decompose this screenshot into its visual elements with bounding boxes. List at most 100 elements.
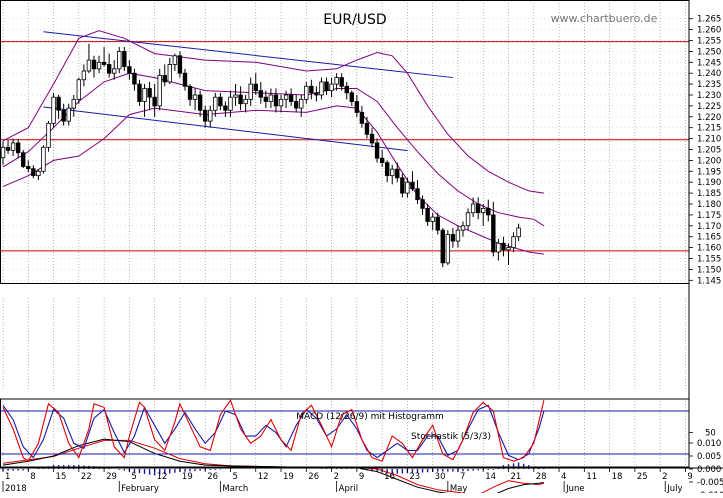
x-axis-day-label: 15 xyxy=(56,472,67,482)
x-axis-day-label: 19 xyxy=(182,472,193,482)
candle-body-up xyxy=(10,142,16,151)
candle-body-down xyxy=(147,88,152,98)
trend-channel-line xyxy=(43,31,453,79)
candle-body-down xyxy=(162,74,167,83)
price-tick-label: 1.210 xyxy=(697,135,721,145)
candle-body-down xyxy=(253,83,258,92)
price-tick-label: 1.215 xyxy=(697,124,721,134)
price-tick-label: 1.160 xyxy=(697,244,721,254)
x-axis-day-label: 8 xyxy=(30,472,35,482)
candle-body-down xyxy=(15,142,21,154)
candle-body-down xyxy=(384,162,390,177)
candle-body-down xyxy=(61,109,66,122)
candle-body-down xyxy=(202,109,208,122)
x-axis-day-label: 29 xyxy=(106,472,117,482)
price-tick-label: 1.185 xyxy=(697,189,721,199)
candle-body-up xyxy=(304,85,309,100)
watermark-text: www.chartbuero.de xyxy=(551,12,658,25)
macd-tick-label: 0.005 xyxy=(697,452,721,462)
candle-body-up xyxy=(283,94,289,100)
price-tick-label: 1.190 xyxy=(697,178,721,188)
candle-body-up xyxy=(455,229,461,242)
candle-body-up xyxy=(248,83,253,100)
x-axis-day-label: 12 xyxy=(157,472,168,482)
candle-body-down xyxy=(349,92,354,102)
stochastic-tick-label: 50 xyxy=(705,429,716,439)
candle-body-up xyxy=(390,168,395,177)
candle-body-up xyxy=(81,70,87,81)
x-axis-day-label: 2 xyxy=(662,472,667,482)
candle-body-up xyxy=(76,79,82,100)
candle-body-down xyxy=(339,77,344,87)
x-axis-month-label: March xyxy=(222,484,248,493)
candle-body-up xyxy=(142,88,147,102)
price-tick-label: 1.175 xyxy=(697,211,721,221)
x-axis-day-label: 28 xyxy=(536,472,547,482)
candle-body-down xyxy=(293,101,299,109)
candle-body-down xyxy=(132,72,137,85)
stochastic-panel-label: Stochastik (5/3/3) xyxy=(411,432,491,442)
candle-body-up xyxy=(167,64,173,83)
candle-body-down xyxy=(187,85,193,100)
candle-body-down xyxy=(26,166,31,170)
x-axis-day-label: 12 xyxy=(258,472,269,482)
macd-tick-label: 0.000 xyxy=(697,465,721,475)
candle-body-down xyxy=(344,85,349,94)
candle-body-down xyxy=(21,152,26,167)
candle-body-up xyxy=(36,170,41,177)
price-tick-label: 1.165 xyxy=(697,233,721,243)
candle-body-down xyxy=(354,101,360,113)
candle-body-down xyxy=(31,168,36,177)
candle-body-down xyxy=(359,112,365,124)
x-axis-day-label: 21 xyxy=(511,472,522,482)
candle-body-down xyxy=(137,83,142,102)
candle-body-down xyxy=(410,181,415,190)
price-tick-label: 1.260 xyxy=(697,26,721,36)
candle-body-down xyxy=(425,207,430,222)
candle-body-up xyxy=(319,81,324,96)
x-axis-day-label: 2 xyxy=(334,472,339,482)
candle-body-up xyxy=(112,68,117,74)
candle-body-down xyxy=(309,85,314,94)
candle-body-up xyxy=(460,225,466,231)
x-axis-day-label: 5 xyxy=(232,472,237,482)
price-tick-label: 1.155 xyxy=(697,255,721,265)
price-tick-label: 1.265 xyxy=(697,15,721,25)
candle-body-up xyxy=(96,61,102,70)
candle-body-down xyxy=(152,96,157,107)
candle-body-down xyxy=(263,96,269,102)
candle-body-up xyxy=(66,107,71,122)
candle-body-down xyxy=(127,66,132,74)
x-axis-day-label: 18 xyxy=(612,472,623,482)
macd-tick-label: 0.010 xyxy=(697,439,721,449)
candle-body-up xyxy=(51,96,56,124)
candle-body-down xyxy=(56,96,61,111)
candle-body-up xyxy=(157,74,162,107)
candle-body-up xyxy=(299,98,304,109)
bollinger-lower-band xyxy=(2,105,544,255)
candle-body-down xyxy=(420,199,425,209)
candle-body-down xyxy=(486,207,491,216)
candle-body-up xyxy=(430,216,435,222)
price-tick-label: 1.220 xyxy=(697,113,721,123)
x-axis-day-label: 26 xyxy=(308,472,319,482)
x-axis-month-label: June xyxy=(565,484,585,493)
candle-body-down xyxy=(91,59,97,70)
candle-body-down xyxy=(182,72,188,87)
price-tick-label: 1.245 xyxy=(697,58,721,68)
candle-body-up xyxy=(228,96,233,111)
x-axis-day-label: 25 xyxy=(637,472,648,482)
candle-body-down xyxy=(369,133,375,144)
candle-body-down xyxy=(288,94,294,102)
candle-body-down xyxy=(223,105,228,111)
candle-body-up xyxy=(192,94,198,100)
x-axis-day-label: 4 xyxy=(561,472,566,482)
candle-body-up xyxy=(233,94,238,98)
x-axis-month-label: April xyxy=(339,484,358,493)
price-tick-label: 1.200 xyxy=(697,156,721,166)
candle-body-up xyxy=(496,242,501,253)
candle-body-down xyxy=(324,81,329,92)
x-axis-day-label: 5 xyxy=(131,472,136,482)
x-axis-day-label: 1 xyxy=(5,472,10,482)
